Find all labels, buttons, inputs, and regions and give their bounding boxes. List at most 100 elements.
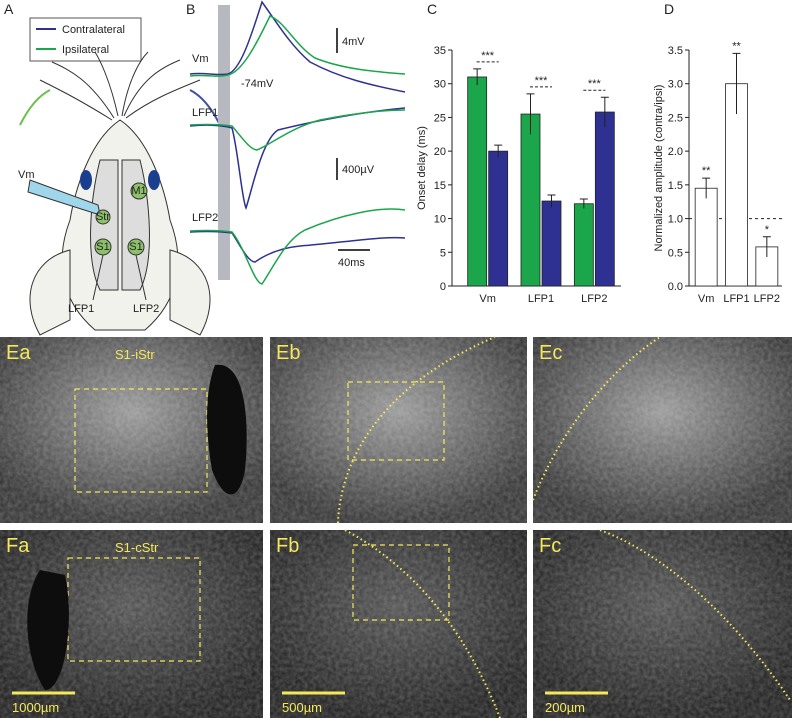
x-tick-label: LFP2 <box>754 293 780 305</box>
error-bar <box>579 198 588 209</box>
x-tick-label: LFP1 <box>723 293 749 305</box>
ventricle <box>27 570 69 690</box>
image-label: Ec <box>539 342 562 364</box>
panel-label: A <box>4 1 14 17</box>
error-bar <box>600 96 609 127</box>
bar <box>488 150 509 287</box>
y-tick-label: 20 <box>434 146 446 158</box>
y-tick-label: 1.0 <box>668 214 683 226</box>
y-tick-label: 0 <box>440 281 446 293</box>
error-bar <box>494 144 503 158</box>
label: S1 <box>96 241 109 253</box>
image-label: Fb <box>276 535 299 557</box>
scale-label: 40ms <box>338 257 365 269</box>
roi-box <box>352 544 450 621</box>
y-tick-label: 0.5 <box>668 247 683 259</box>
roi-box <box>347 381 445 461</box>
boundary <box>599 529 791 701</box>
stimulus-bar <box>218 5 230 280</box>
scale-label: 500µm <box>282 700 322 715</box>
scale-label: 400µV <box>342 164 375 176</box>
image-label: Ea <box>6 342 31 364</box>
error-bar <box>526 93 535 135</box>
label: LFP1 <box>68 303 94 315</box>
panel-label: B <box>186 1 195 17</box>
scale-label: 1000µm <box>12 700 59 715</box>
significance: ** <box>702 165 711 177</box>
error-bar <box>732 52 741 115</box>
resting-potential: -74mV <box>241 78 274 90</box>
y-axis-label: Normalized amplitude (contra/ipsi) <box>653 85 665 252</box>
y-tick-label: 5 <box>440 247 446 259</box>
scale-label: 200µm <box>545 700 585 715</box>
trace-label: LFP1 <box>192 107 218 119</box>
lfp-wires <box>92 254 147 301</box>
x-tick-label: LFP2 <box>581 293 607 305</box>
y-tick-label: 25 <box>434 112 446 124</box>
region-label: S1-iStr <box>115 347 155 362</box>
panel-label: D <box>664 1 674 17</box>
scale-bars <box>336 28 370 251</box>
significance: *** <box>535 75 549 87</box>
boundary <box>344 529 501 718</box>
significance: *** <box>481 50 495 62</box>
micrographs: Ea S1-iStr Eb Ec Fa S1-cStr 1000µm Fb 500µm Fc 200… <box>0 336 792 718</box>
legend-label: Contralateral <box>62 24 125 36</box>
error-bar <box>702 177 711 199</box>
x-tick-label: LFP1 <box>528 293 554 305</box>
traces <box>189 0 406 285</box>
bar <box>694 187 718 287</box>
y-tick-label: 1.5 <box>668 180 683 192</box>
boundary <box>337 336 496 524</box>
y-tick-label: 3.0 <box>668 79 683 91</box>
image-label: Fa <box>6 535 30 557</box>
micrograph-texture <box>533 337 792 523</box>
trace-label: LFP2 <box>192 212 218 224</box>
micrograph-texture <box>270 530 527 718</box>
error-bar <box>762 236 771 258</box>
label: LFP2 <box>133 303 159 315</box>
bar <box>467 76 488 287</box>
scale-label: 4mV <box>342 36 365 48</box>
roi-box <box>74 388 208 493</box>
region-label: S1-cStr <box>115 540 159 555</box>
y-tick-label: 35 <box>434 45 446 57</box>
micrograph-texture <box>533 530 792 718</box>
image-label: Eb <box>276 342 300 364</box>
panel-label: C <box>427 1 437 17</box>
x-tick-label: Vm <box>479 293 496 305</box>
rat-schematic <box>19 51 221 336</box>
y-tick-label: 3.5 <box>668 45 683 57</box>
image-label: Fc <box>539 535 561 557</box>
boundary <box>532 336 661 501</box>
label: M1 <box>131 185 146 197</box>
y-tick-label: 10 <box>434 214 446 226</box>
eye <box>148 170 160 190</box>
y-tick-label: 15 <box>434 180 446 192</box>
bar <box>520 113 541 287</box>
y-tick-label: 30 <box>434 79 446 91</box>
significance: * <box>765 224 770 236</box>
significance: *** <box>588 78 602 90</box>
x-tick-label: Vm <box>698 293 715 305</box>
bar <box>541 200 562 287</box>
y-tick-label: 2.0 <box>668 146 683 158</box>
label: Str <box>96 211 110 223</box>
label: S1 <box>129 241 142 253</box>
legend-label: Ipsilateral <box>62 44 109 56</box>
bar <box>573 203 594 287</box>
y-tick-label: 2.5 <box>668 112 683 124</box>
legend-box <box>29 17 142 62</box>
significance: ** <box>732 40 741 52</box>
ventricle <box>207 364 247 495</box>
label: Vm <box>18 169 35 181</box>
eye <box>80 170 92 190</box>
error-bar <box>547 194 556 208</box>
bar <box>594 111 615 287</box>
error-bar <box>473 68 482 86</box>
y-tick-label: 0.0 <box>668 281 683 293</box>
legend: Contralateral Ipsilateral <box>36 24 125 56</box>
trace-label: Vm <box>192 53 209 65</box>
